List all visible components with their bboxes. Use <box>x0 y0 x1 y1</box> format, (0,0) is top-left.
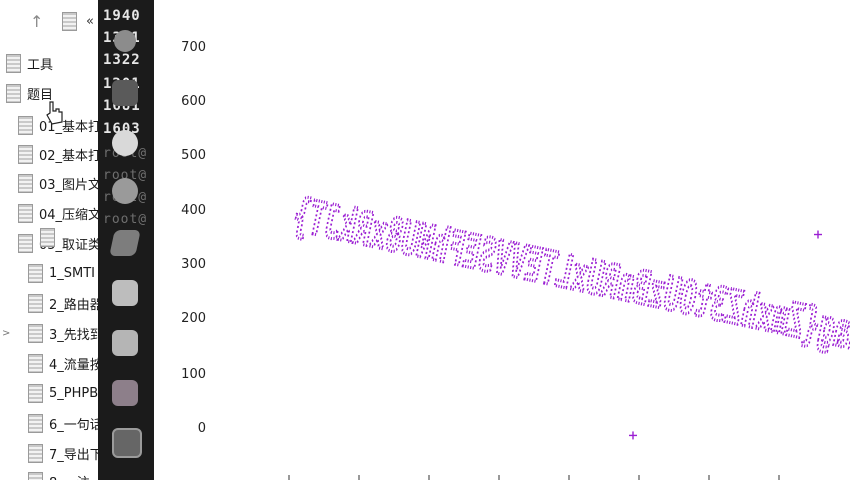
tree-item[interactable]: 05_取证类 <box>18 232 100 254</box>
back-chevrons-icon[interactable]: « <box>86 14 94 29</box>
y-tick-label: 500 <box>181 148 206 163</box>
file-icon <box>28 353 43 373</box>
tree-item-label: 2_路由器 <box>49 297 100 313</box>
outlier-marker <box>629 431 637 440</box>
y-tick-label: 100 <box>181 367 206 382</box>
y-tick-label: 700 <box>181 40 206 55</box>
tree-item-label: 03_图片文 <box>39 177 100 193</box>
file-manager-app-icon[interactable] <box>112 80 138 106</box>
terminal-dock-strip: 1940 1321 1322 1201 1681 1603 root@ root… <box>98 0 154 480</box>
terminal-line: 1322 <box>103 52 141 68</box>
x-ticks <box>288 475 780 480</box>
expand-arrow-icon[interactable]: > <box>2 328 11 339</box>
tree-item-label: 题目 <box>27 87 54 103</box>
archive-app-icon[interactable] <box>112 330 138 356</box>
terminal-prompt: root@ <box>103 212 148 227</box>
file-explorer: ↑ « 工具 题目 01_基本打 02_基本打 03_图片文 04_压缩文 05… <box>0 0 100 480</box>
file-icon <box>6 53 21 73</box>
file-icon <box>28 383 43 403</box>
tree-item-label: 4_流量按 <box>49 357 100 373</box>
tree-item-label: 02_基本打 <box>39 148 100 164</box>
tree-subitem[interactable]: 5_PHPB <box>28 382 100 404</box>
tree-item-tools[interactable]: 工具 <box>6 52 100 74</box>
up-arrow-icon[interactable]: ↑ <box>30 12 44 31</box>
file-icon <box>18 233 33 253</box>
text-editor-app-icon[interactable] <box>109 230 141 256</box>
chart-app-icon[interactable] <box>112 428 142 458</box>
tree-subitem[interactable]: 3_先找到 <box>28 322 100 344</box>
tree-subitem[interactable]: 4_流量按 <box>28 352 100 374</box>
file-icon <box>28 263 43 283</box>
tree-item-label: 6_一句话 <box>49 417 100 433</box>
y-tick-label: 600 <box>181 94 206 109</box>
tree-item-label: 5_PHPB <box>49 385 99 401</box>
file-icon <box>6 83 21 103</box>
terminal-prompt: root@ <box>103 168 148 183</box>
tree-item-label: 3_先找到 <box>49 327 100 343</box>
trash-app-icon[interactable] <box>114 30 136 52</box>
scatter-cluster-text: flag{ZmxhZ3tOUzBnRUxLTEVVSEFhNU8xRkJT} <box>289 187 850 365</box>
y-tick-label: 200 <box>181 311 206 326</box>
file-icon <box>28 471 43 480</box>
y-tick-label: 400 <box>181 203 206 218</box>
file-icon <box>28 443 43 463</box>
hand-cursor-icon <box>46 101 63 125</box>
terminal-line: 1940 <box>103 8 141 24</box>
y-tick-label: 0 <box>197 421 206 436</box>
file-icon <box>18 203 33 223</box>
tree-subitem[interactable]: 1_SMTI <box>28 262 100 284</box>
file-icon <box>18 144 33 164</box>
tree-item-label: 工具 <box>27 57 54 73</box>
tree-item[interactable]: 03_图片文 <box>18 172 100 194</box>
y-tick-label: 300 <box>181 257 206 272</box>
tree-item-label: 04_压缩文 <box>39 207 100 223</box>
plot-canvas: flag{ZmxhZ3tOUzBnRUxLTEVVSEFhNU8xRkJT} <box>287 186 850 480</box>
file-icon <box>28 293 43 313</box>
tree-subitem[interactable]: 8_一注 <box>28 470 100 480</box>
file-icon <box>18 173 33 193</box>
scatter-plot: 700 600 500 400 300 200 100 0 flag{ZmxhZ… <box>154 0 850 480</box>
outlier-marker <box>814 230 822 239</box>
file-icon <box>28 323 43 343</box>
tree-item-label: 8_一注 <box>49 472 90 480</box>
tree-subitem[interactable]: 2_路由器 <box>28 292 100 314</box>
tree-item-problems[interactable]: 题目 <box>6 82 100 104</box>
tree-item[interactable]: 02_基本打 <box>18 143 100 165</box>
notes-app-icon[interactable] <box>112 280 138 306</box>
file-icon <box>28 413 43 433</box>
tree-item-label: 1_SMTI <box>49 265 96 281</box>
folder-icon <box>62 12 77 31</box>
file-icon <box>18 115 33 135</box>
tree-subitem[interactable]: 6_一句话 <box>28 412 100 434</box>
dragged-file-icon <box>40 228 55 247</box>
tree-item-label: 7_导出下 <box>49 447 100 463</box>
tree-item[interactable]: 04_压缩文 <box>18 202 100 224</box>
settings-app-icon[interactable] <box>112 178 138 204</box>
scatter-cluster: flag{ZmxhZ3tOUzBnRUxLTEVVSEFhNU8xRkJT} <box>287 186 850 367</box>
disk-app-icon[interactable] <box>112 380 138 406</box>
media-player-app-icon[interactable] <box>112 130 138 156</box>
outlier-points <box>629 230 822 440</box>
tree-subitem[interactable]: 7_导出下 <box>28 442 100 464</box>
